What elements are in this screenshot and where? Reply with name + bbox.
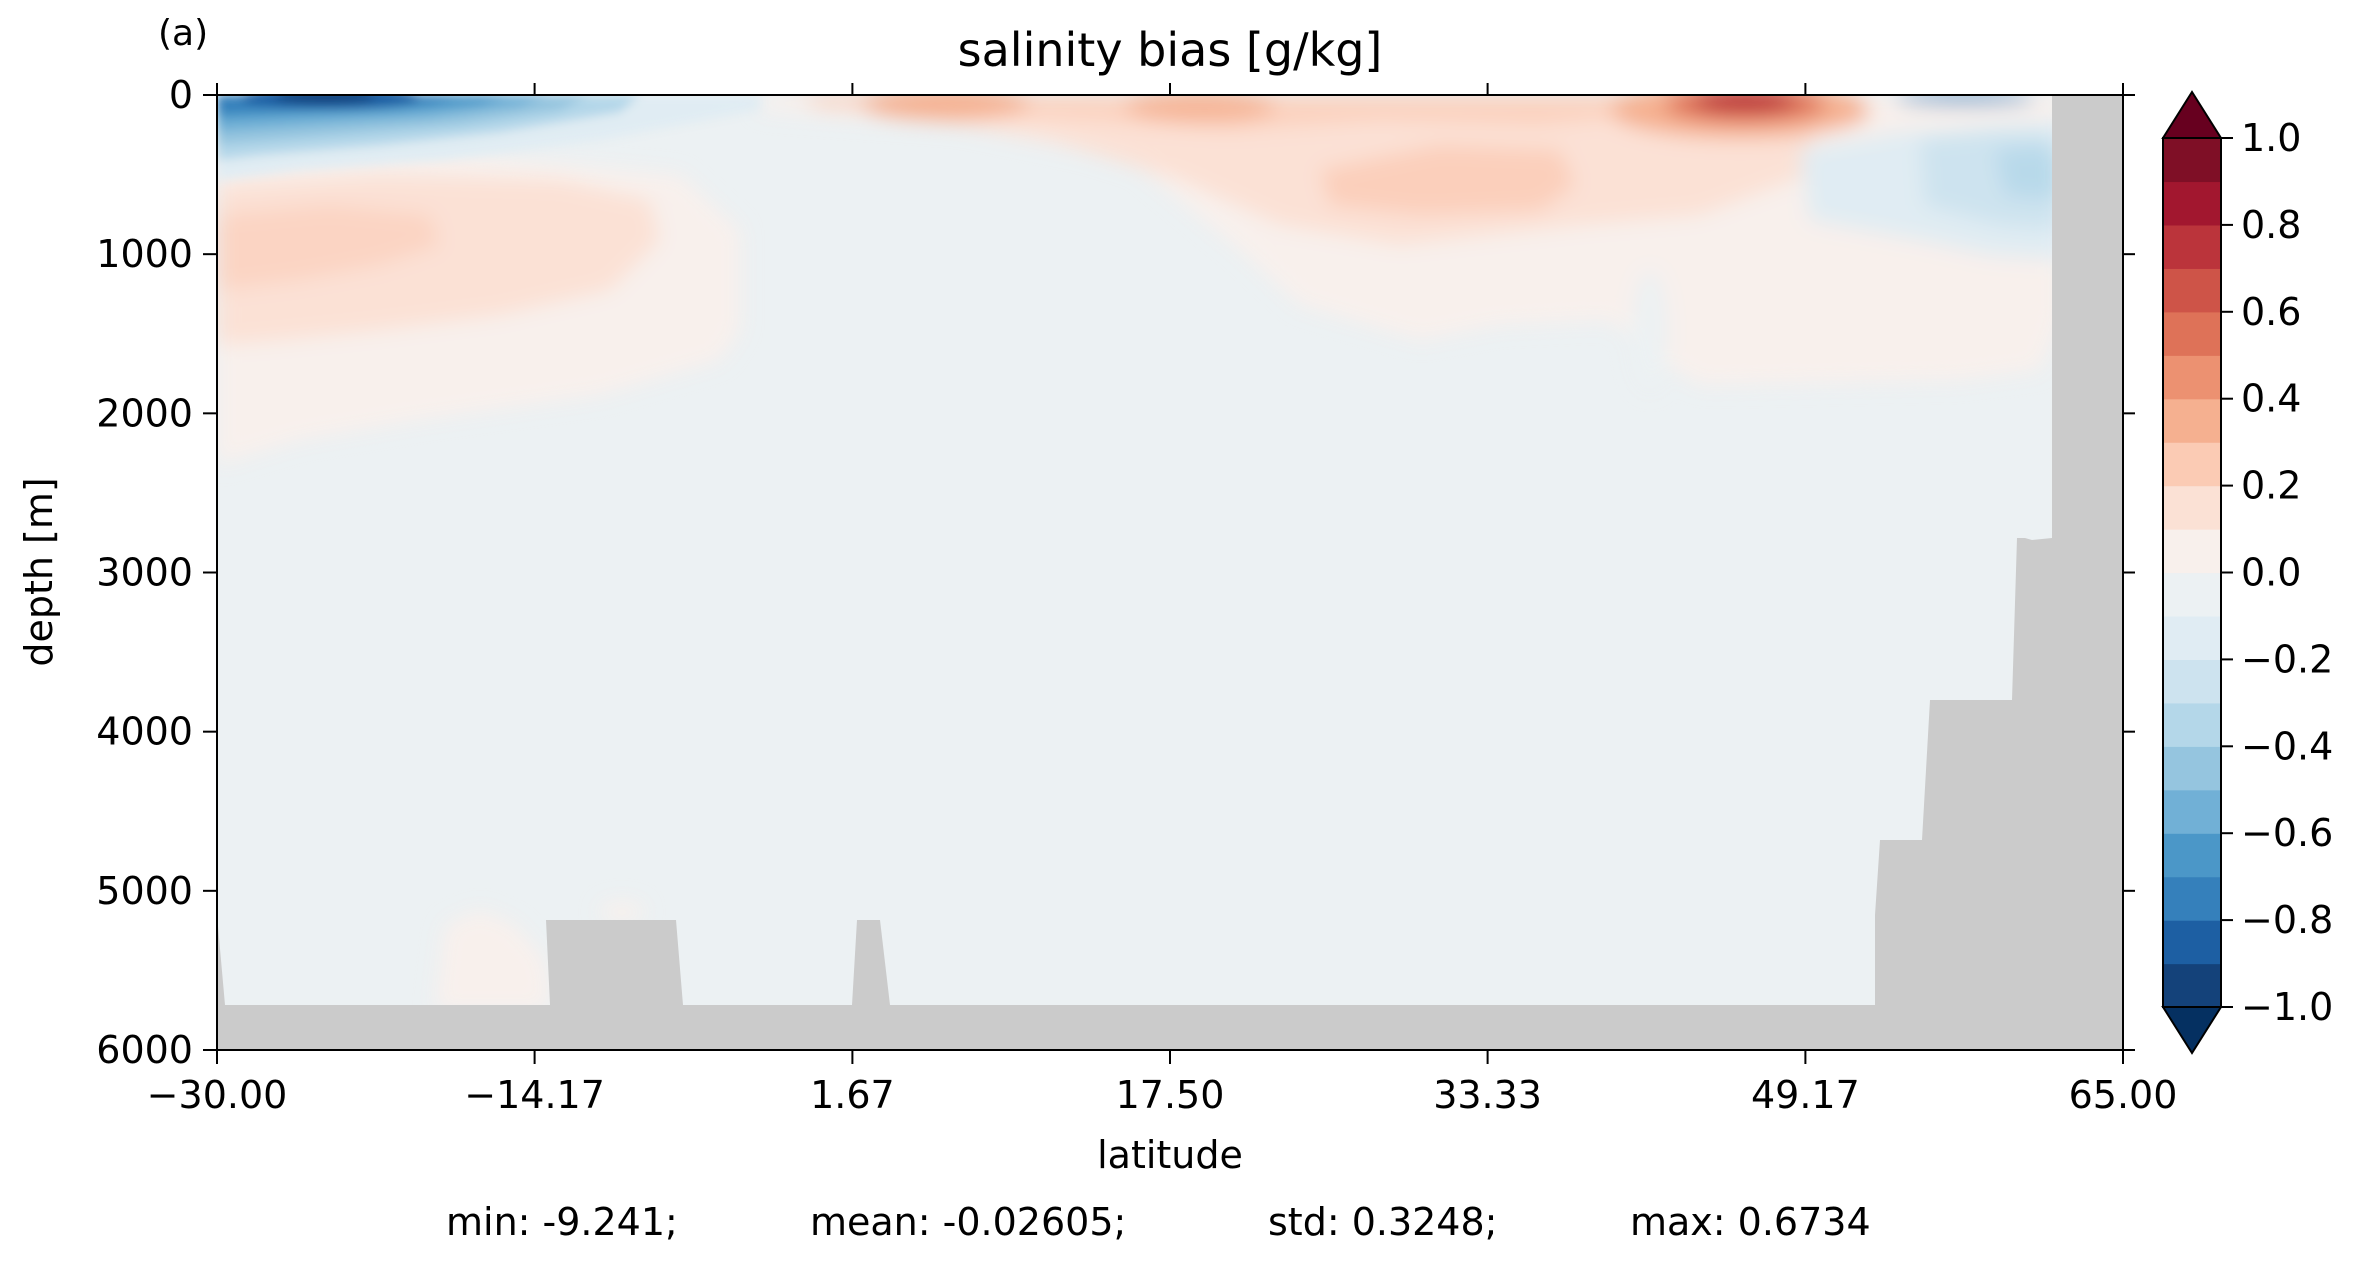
pos-region-left-center [217,205,440,290]
colorbar-segment [2163,702,2221,747]
neg-cell-north-surface [1895,95,2035,104]
colorbar-tick-label: 0.4 [2241,377,2301,421]
summary-stats: min: -9.241; mean: -0.02605; std: 0.3248… [0,1200,2362,1260]
x-tick-label: 1.67 [810,1073,895,1117]
colorbar-segment [2163,138,2221,183]
pos-cell-1 [860,95,1030,120]
colorbar-segment [2163,485,2221,530]
x-tick-label: 17.50 [1116,1073,1225,1117]
colorbar-tick-label: 0.2 [2241,464,2301,508]
pos-region-abyssal-left [435,910,550,1010]
x-tick-label: 65.00 [2069,1073,2178,1117]
colorbar-segment [2163,876,2221,921]
stat-max: max: 0.6734 [1630,1200,1871,1244]
land-mask-seafloor [217,95,2123,1050]
neg-band-8 [275,95,375,103]
neg-region-northern-center [1995,145,2060,200]
colorbar-segment [2163,355,2221,400]
x-tick-label: 33.33 [1433,1073,1542,1117]
colorbar-tick-label: 0.0 [2241,551,2301,595]
colorbar: 1.0 0.8 0.6 0.4 0.2 0.0 −0.2 −0.4 −0.6 −0.8 −1.0 [2161,90,2333,1055]
colorbar-segment [2163,311,2221,356]
chart-title: salinity bias [g/kg] [958,23,1383,77]
y-axis-label: depth [m] [17,477,61,666]
surface-fresh-anomaly [217,95,760,180]
pos-cell-abyssal [600,902,644,922]
x-axis: −30.00 −14.17 1.67 17.50 33.33 49.17 65.00 [147,83,2178,1117]
colorbar-tick-label: −0.2 [2241,637,2333,681]
colorbar-segment [2163,268,2221,313]
colorbar-segment [2163,572,2221,617]
x-tick-label: −30.00 [147,1073,288,1117]
colorbar-segment [2163,789,2221,834]
y-tick-label: 5000 [96,869,193,913]
colorbar-segment [2163,615,2221,660]
y-tick-label: 4000 [96,710,193,754]
colorbar-tick-label: −1.0 [2241,985,2333,1029]
colorbar-segment [2163,442,2221,487]
colorbar-segment [2163,224,2221,269]
colorbar-segment [2163,963,2221,1008]
y-axis: 0 1000 2000 3000 4000 5000 6000 [96,73,2135,1072]
colorbar-segment [2163,746,2221,791]
pos-cell-2 [1125,95,1275,122]
colorbar-segment [2163,659,2221,704]
y-tick-label: 0 [169,73,193,117]
stat-std: std: 0.3248; [1268,1200,1498,1244]
y-tick-label: 6000 [96,1028,193,1072]
plot-area [217,95,2123,1050]
pos-cell-north-core [1695,95,1795,112]
colorbar-segment [2163,398,2221,443]
contour-field [217,95,2060,1010]
x-axis-label: latitude [1097,1133,1243,1177]
stat-min: min: -9.241; [446,1200,678,1244]
neg-plume [1632,270,1668,390]
stat-mean: mean: -0.02605; [810,1200,1127,1244]
colorbar-tick-label: 1.0 [2241,116,2301,160]
colorbar-segment [2163,920,2221,965]
colorbar-segment [2163,833,2221,878]
pos-region-central-core [780,95,1820,245]
colorbar-extend-max [2161,90,2223,139]
colorbar-tick-label: 0.8 [2241,203,2301,247]
colorbar-segment [2163,181,2221,226]
y-tick-label: 1000 [96,232,193,276]
colorbar-extend-min [2161,1006,2223,1055]
x-tick-label: 49.17 [1751,1073,1860,1117]
panel-label: (a) [158,13,208,54]
x-tick-label: −14.17 [464,1073,605,1117]
colorbar-tick-label: −0.6 [2241,811,2333,855]
colorbar-tick-label: −0.4 [2241,724,2333,768]
pos-region-mid-lens [1320,145,1575,215]
colorbar-segment [2163,529,2221,574]
y-tick-label: 2000 [96,391,193,435]
y-tick-label: 3000 [96,551,193,595]
colorbar-tick-label: −0.8 [2241,898,2333,942]
colorbar-tick-label: 0.6 [2241,290,2301,334]
